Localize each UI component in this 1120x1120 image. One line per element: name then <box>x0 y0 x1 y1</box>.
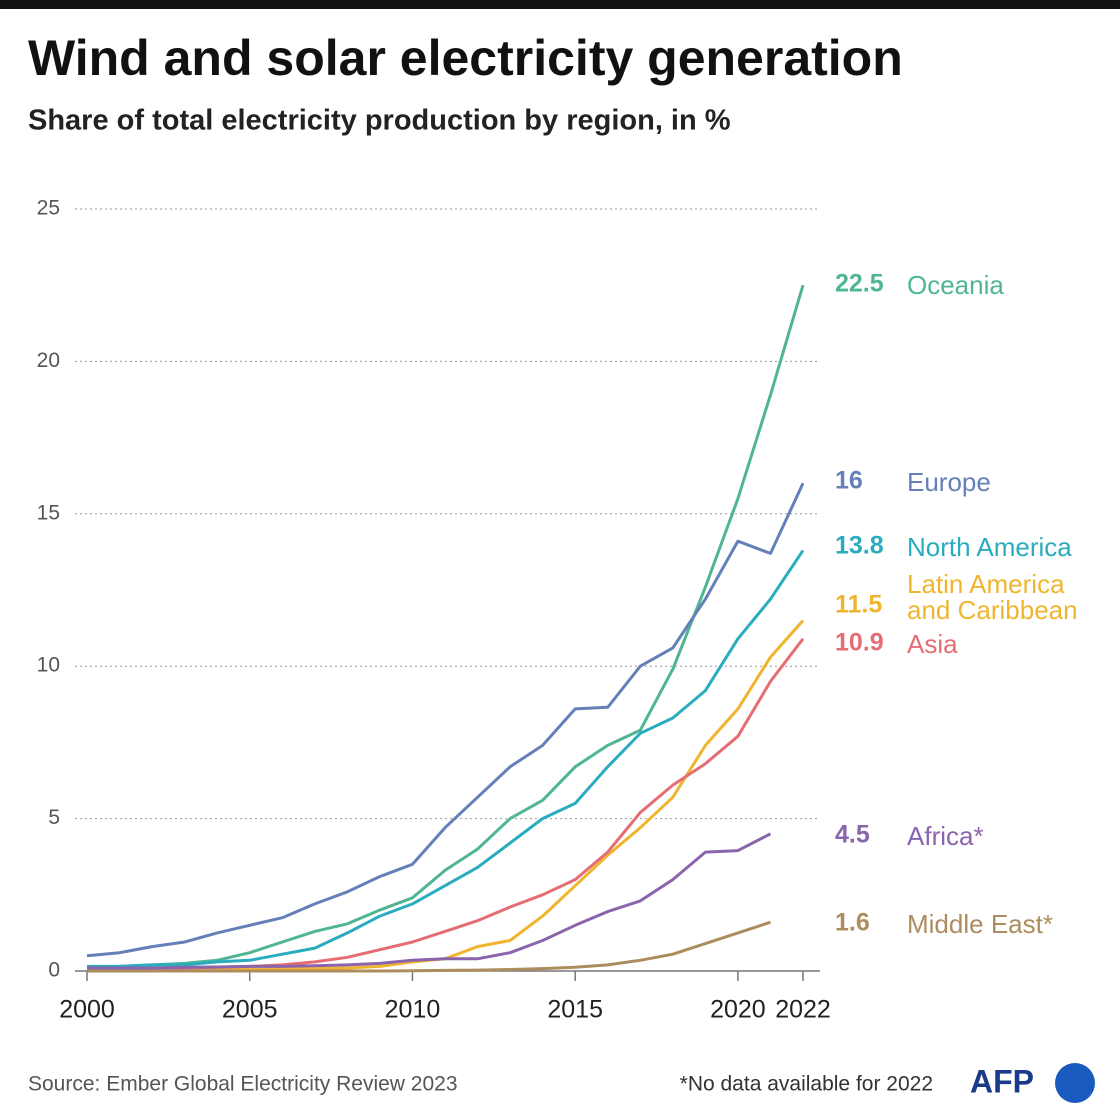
series-line <box>86 284 805 970</box>
series-line <box>87 619 805 971</box>
value-label: 10.9 <box>835 629 884 657</box>
x-tick-label: 2020 <box>710 996 766 1024</box>
value-label: 4.5 <box>835 821 870 849</box>
chart-title: Wind and solar electricity generation <box>28 30 903 86</box>
note: *No data available for 2022 <box>680 1073 933 1096</box>
value-label: 11.5 <box>835 591 882 619</box>
series-label: Africa* <box>907 821 984 851</box>
value-label: 16 <box>835 467 863 495</box>
x-tick-label: 2000 <box>59 996 115 1024</box>
logo: AFP <box>970 1063 1034 1099</box>
series-line <box>87 920 771 973</box>
y-tick-label: 25 <box>37 197 60 220</box>
series-line <box>87 549 805 968</box>
series-line <box>86 482 805 958</box>
x-tick-label: 2022 <box>775 996 831 1024</box>
y-tick-label: 0 <box>48 959 60 982</box>
chart-subtitle: Share of total electricity production by… <box>28 105 731 137</box>
series-label: Latin America and Caribbean <box>907 569 1078 625</box>
x-tick-label: 2005 <box>222 996 278 1024</box>
series-label: Europe <box>907 467 991 497</box>
series-line <box>87 832 772 970</box>
y-tick-label: 20 <box>37 349 60 372</box>
series-label: Middle East* <box>907 909 1053 939</box>
series-label: Oceania <box>907 270 1004 300</box>
x-tick-label: 2015 <box>547 996 603 1024</box>
series-label: Asia <box>907 629 958 659</box>
y-tick-label: 15 <box>37 501 60 524</box>
series-label: North America <box>907 532 1072 562</box>
series-line <box>87 637 805 971</box>
y-tick-label: 10 <box>37 654 60 677</box>
value-label: 13.8 <box>835 532 884 560</box>
source: Source: Ember Global Electricity Review … <box>28 1073 458 1096</box>
y-tick-label: 5 <box>48 806 60 829</box>
value-label: 22.5 <box>835 270 884 298</box>
value-label: 1.6 <box>835 909 870 937</box>
x-tick-label: 2010 <box>385 996 441 1024</box>
top-bar <box>0 0 1120 9</box>
logo-dot <box>1055 1063 1095 1103</box>
